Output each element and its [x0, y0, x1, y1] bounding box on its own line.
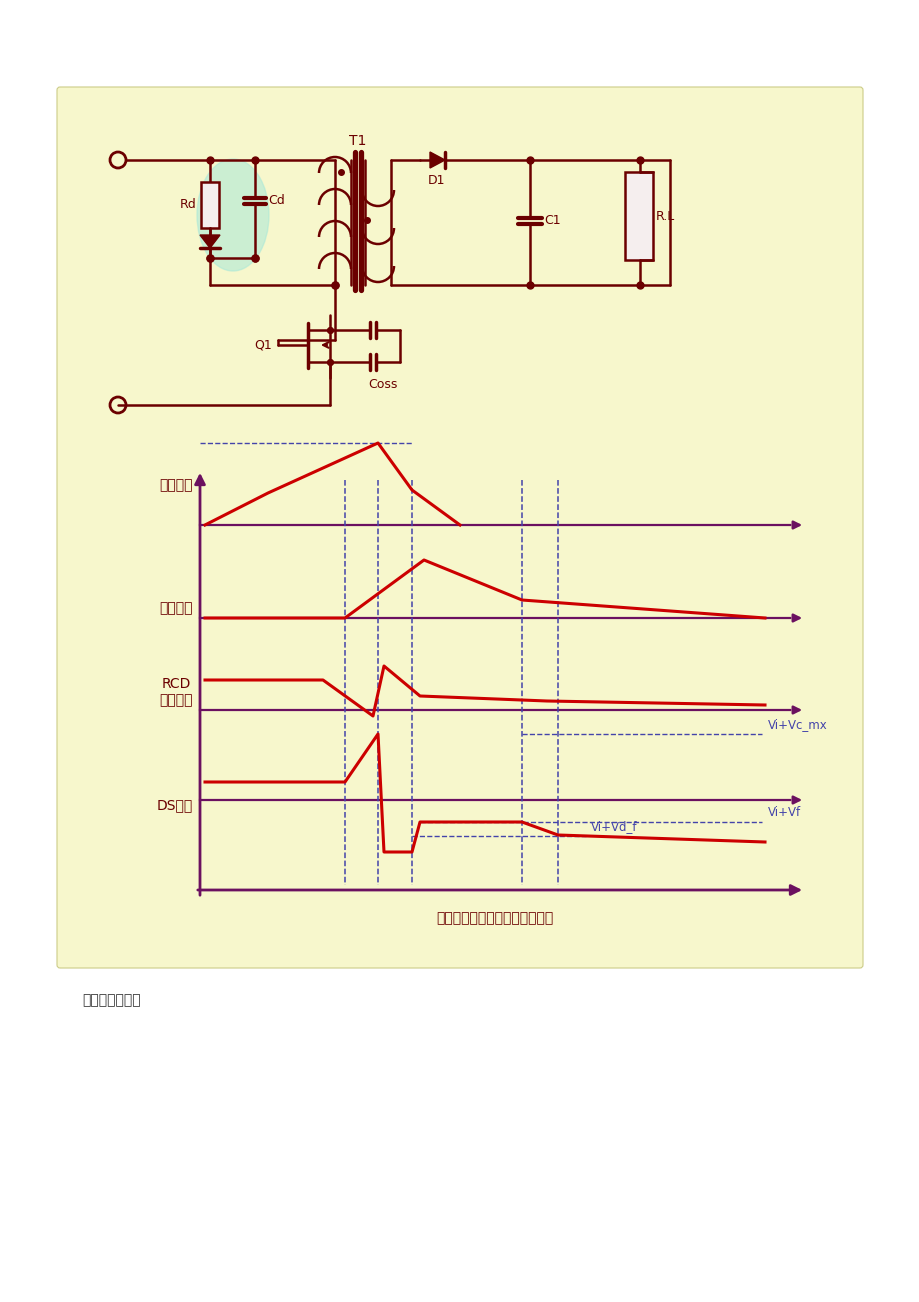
Text: Rd: Rd — [180, 198, 197, 211]
Text: Vi+Vf: Vi+Vf — [767, 806, 800, 819]
Text: Vi+Vc_mx: Vi+Vc_mx — [767, 717, 827, 730]
Text: Q1: Q1 — [254, 339, 272, 352]
Text: Coss: Coss — [368, 378, 397, 391]
Polygon shape — [429, 152, 445, 168]
Text: 这个过程中非常有可能出现震荡: 这个过程中非常有可能出现震荡 — [436, 911, 553, 924]
FancyBboxPatch shape — [57, 87, 862, 967]
Text: RCD
电容电压: RCD 电容电压 — [159, 677, 193, 707]
Text: C1: C1 — [543, 214, 560, 227]
Text: T1: T1 — [349, 134, 367, 148]
Text: 对应电路模型：: 对应电路模型： — [82, 993, 141, 1006]
Bar — [200, 182, 219, 228]
Text: 初级电流: 初级电流 — [159, 478, 193, 492]
Text: Vi+Vd_f: Vi+Vd_f — [590, 820, 637, 833]
Text: R.L: R.L — [655, 210, 675, 223]
Bar — [624, 172, 652, 260]
Text: 次级电流: 次级电流 — [159, 602, 193, 615]
Ellipse shape — [197, 159, 268, 271]
Text: D1: D1 — [427, 174, 446, 187]
Text: Cd: Cd — [267, 194, 285, 207]
Text: DS电压: DS电压 — [156, 798, 193, 812]
Polygon shape — [199, 234, 220, 247]
